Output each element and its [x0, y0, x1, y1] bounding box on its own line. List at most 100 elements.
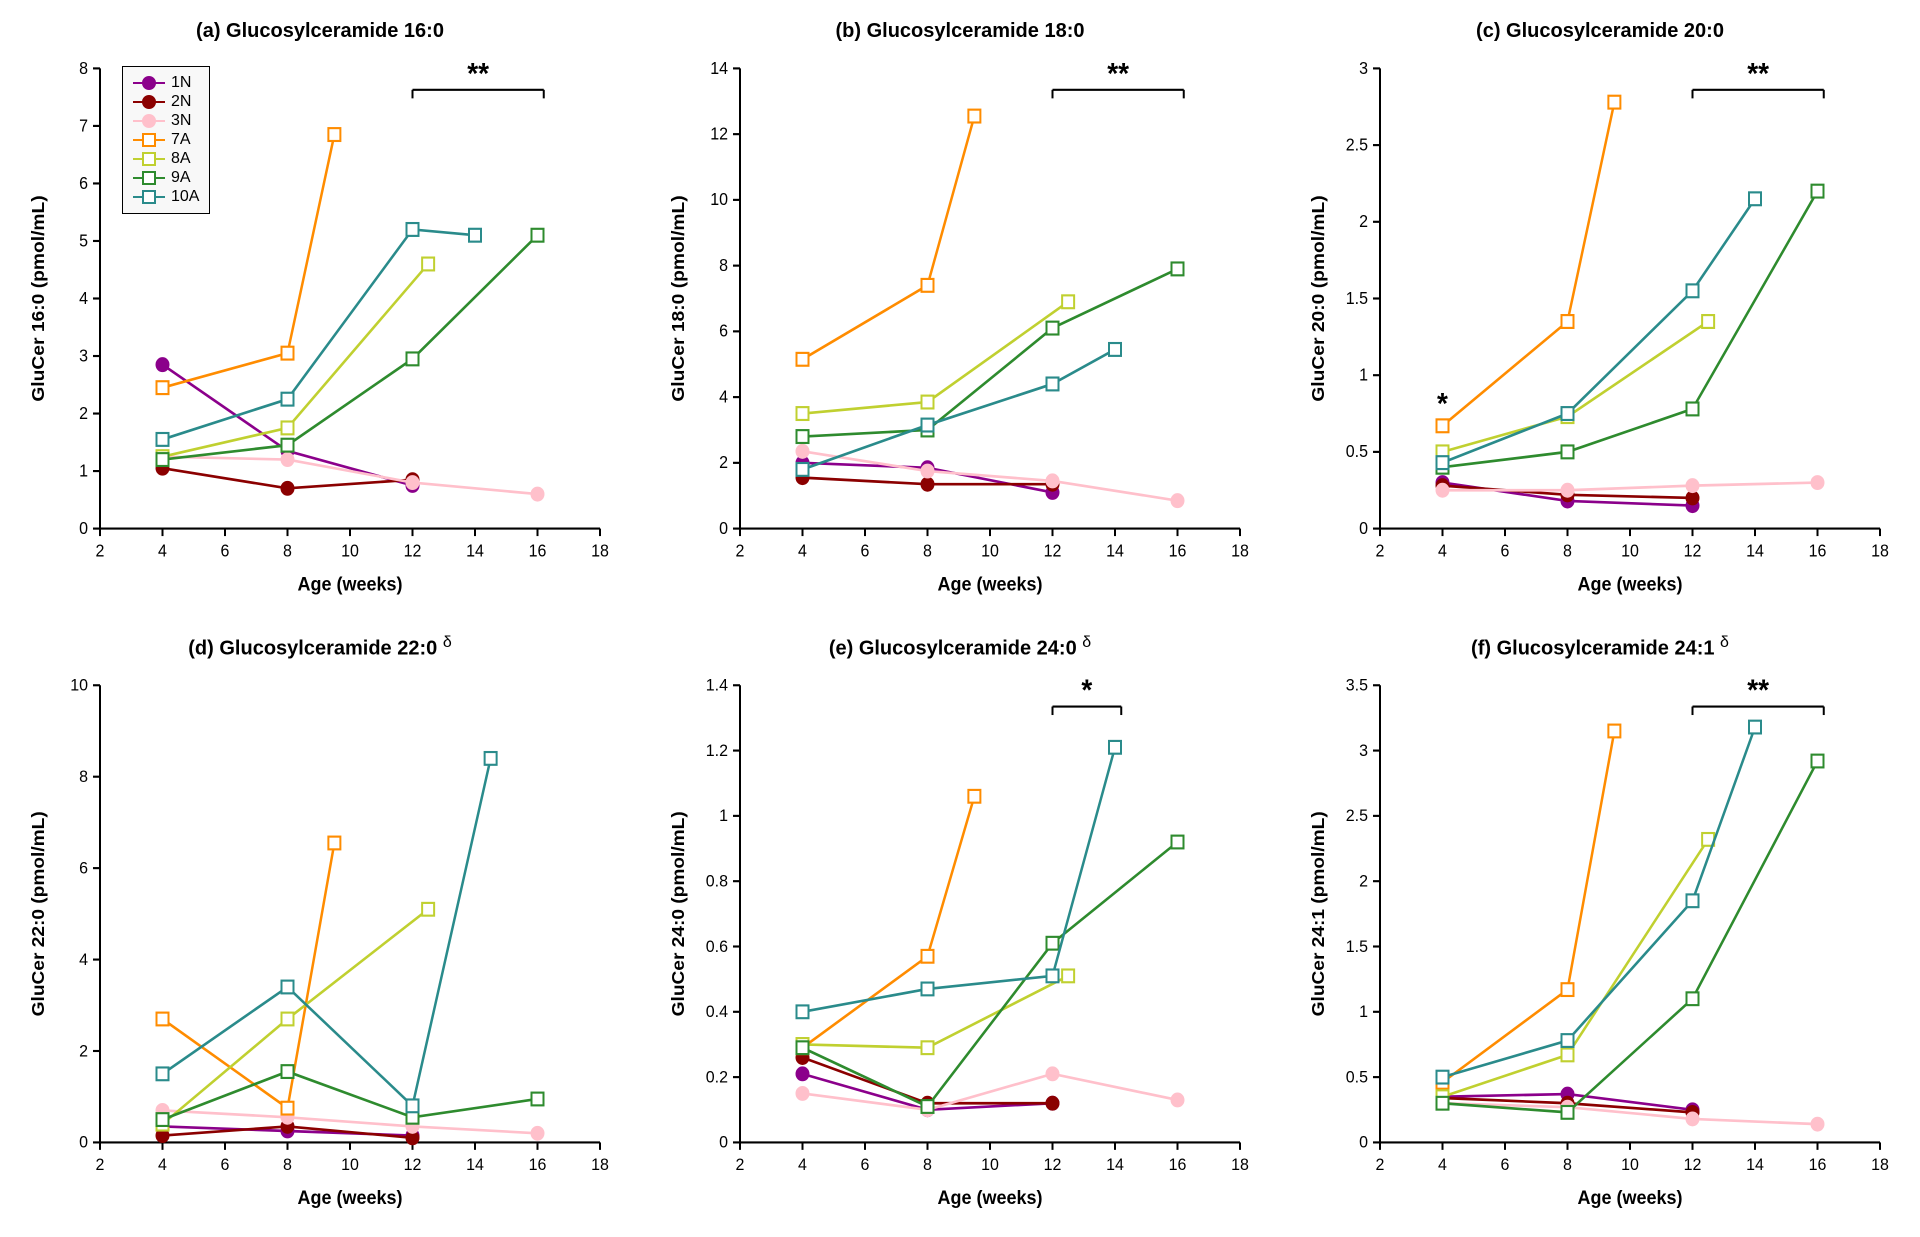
x-axis-label: Age (weeks) [1578, 1187, 1683, 1209]
x-axis-label: Age (weeks) [298, 573, 403, 595]
svg-text:2: 2 [1376, 541, 1385, 561]
svg-text:12: 12 [710, 124, 728, 144]
marker-9A [1047, 937, 1059, 950]
series-line-10A [1443, 727, 1756, 1077]
marker-8A [422, 903, 434, 916]
marker-9A [1172, 262, 1184, 275]
legend-label: 9A [171, 169, 191, 187]
series-line-3N [163, 1111, 538, 1134]
svg-text:0.4: 0.4 [706, 1003, 728, 1022]
series-line-8A [163, 909, 429, 1124]
svg-text:8: 8 [719, 255, 728, 275]
marker-10A [1562, 1034, 1574, 1047]
svg-text:10: 10 [1621, 1156, 1639, 1175]
legend-swatch-icon [133, 101, 165, 104]
marker-10A [407, 223, 419, 236]
panel-a: (a) Glucosylceramide 16:0012345678246810… [20, 20, 620, 604]
svg-text:8: 8 [283, 1156, 292, 1175]
legend-item-2N: 2N [133, 93, 199, 111]
series-line-8A [803, 302, 1069, 414]
marker-9A [532, 229, 544, 242]
marker-8A [1062, 295, 1074, 308]
svg-text:14: 14 [1106, 1156, 1124, 1175]
svg-text:16: 16 [1169, 541, 1187, 561]
svg-text:6: 6 [79, 173, 88, 193]
svg-text:4: 4 [798, 541, 807, 561]
legend-swatch-icon [133, 177, 165, 180]
svg-text:2: 2 [79, 1042, 88, 1061]
svg-text:3.5: 3.5 [1346, 676, 1368, 695]
series-line-7A [1443, 731, 1615, 1082]
svg-text:1.5: 1.5 [1346, 938, 1368, 957]
svg-text:1: 1 [719, 807, 728, 826]
panel-b: (b) Glucosylceramide 18:0024681012142468… [660, 20, 1260, 604]
marker-3N [1812, 1118, 1824, 1131]
marker-9A [922, 1100, 934, 1113]
marker-10A [1109, 741, 1121, 754]
svg-text:10: 10 [1621, 541, 1639, 561]
y-axis-label: GluCer 20:0 (pmol/mL) [1308, 195, 1328, 401]
marker-7A [157, 381, 169, 394]
series-line-10A [1443, 199, 1756, 463]
plot-area: 00.20.40.60.811.21.424681012141618Age (w… [660, 664, 1260, 1217]
svg-text:0: 0 [719, 518, 728, 538]
sig-label: * [1081, 675, 1093, 708]
legend-label: 1N [171, 74, 191, 92]
svg-text:6: 6 [861, 1156, 870, 1175]
marker-7A [968, 790, 980, 803]
panel-title: (a) Glucosylceramide 16:0 [20, 20, 620, 43]
series-line-9A [163, 235, 538, 459]
legend-label: 8A [171, 150, 191, 168]
svg-text:16: 16 [1809, 541, 1827, 561]
svg-text:14: 14 [710, 58, 728, 78]
marker-7A [1562, 983, 1574, 996]
svg-text:2: 2 [1376, 1156, 1385, 1175]
series-line-7A [803, 116, 975, 359]
marker-10A [282, 981, 294, 994]
legend-item-7A: 7A [133, 131, 199, 149]
sig-label: ** [1747, 58, 1769, 91]
svg-text:8: 8 [283, 541, 292, 561]
marker-9A [282, 439, 294, 452]
marker-10A [1437, 1071, 1449, 1084]
marker-8A [282, 422, 294, 435]
legend-swatch-icon [133, 196, 165, 199]
svg-text:1.5: 1.5 [1346, 288, 1368, 308]
svg-text:2: 2 [79, 403, 88, 423]
svg-text:8: 8 [923, 541, 932, 561]
marker-10A [797, 463, 809, 476]
legend-label: 10A [171, 188, 199, 206]
svg-text:12: 12 [404, 1156, 422, 1175]
svg-text:1: 1 [79, 461, 88, 481]
svg-text:3: 3 [79, 346, 88, 366]
svg-text:6: 6 [1501, 541, 1510, 561]
marker-9A [1812, 185, 1824, 198]
marker-10A [922, 983, 934, 996]
svg-text:0: 0 [79, 1133, 88, 1152]
svg-text:5: 5 [79, 231, 88, 251]
legend-item-10A: 10A [133, 188, 199, 206]
svg-text:18: 18 [1231, 541, 1249, 561]
marker-7A [922, 950, 934, 963]
svg-text:10: 10 [981, 1156, 999, 1175]
svg-text:0.6: 0.6 [706, 938, 728, 957]
marker-9A [1047, 322, 1059, 335]
series-line-3N [163, 457, 538, 494]
svg-text:2.5: 2.5 [1346, 807, 1368, 826]
svg-text:1: 1 [1359, 1003, 1368, 1022]
marker-10A [157, 433, 169, 446]
svg-text:4: 4 [79, 951, 88, 970]
marker-10A [1687, 895, 1699, 908]
marker-3N [797, 445, 809, 458]
svg-text:0: 0 [1359, 518, 1368, 538]
plot-area: 00.511.522.5324681012141618Age (weeks)Gl… [1300, 47, 1900, 604]
series-line-3N [803, 451, 1178, 500]
marker-7A [1562, 315, 1574, 328]
legend-label: 2N [171, 93, 191, 111]
extra-sig-label: * [1437, 388, 1449, 421]
y-axis-label: GluCer 22:0 (pmol/mL) [28, 811, 48, 1016]
chart-grid: (a) Glucosylceramide 16:0012345678246810… [20, 20, 1900, 1217]
svg-text:10: 10 [341, 541, 359, 561]
panel-title: (c) Glucosylceramide 20:0 [1300, 20, 1900, 43]
svg-text:12: 12 [404, 541, 422, 561]
